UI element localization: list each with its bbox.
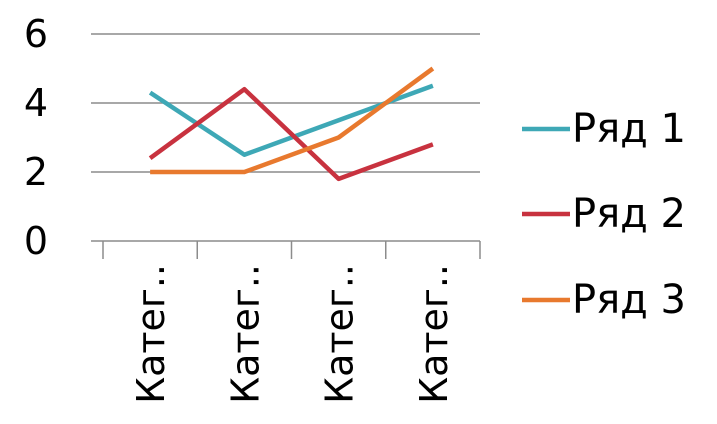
legend-label: Ряд 1 — [572, 106, 686, 152]
x-category-label: Катег.. — [129, 264, 173, 404]
x-axis-category-labels: Катег.. Катег.. Катег.. Катег.. — [129, 264, 456, 404]
series-line-2 — [148, 86, 434, 182]
x-axis — [91, 240, 481, 259]
x-category-label: Катег.. — [223, 264, 267, 404]
y-axis-tick-labels: 0 2 4 6 — [24, 12, 48, 263]
series-line-3 — [150, 66, 435, 175]
x-category-label: Катег.. — [318, 264, 362, 404]
y-tick-label: 0 — [24, 219, 48, 263]
gridlines — [91, 33, 480, 173]
legend-label: Ряд 3 — [572, 277, 686, 323]
y-tick-label: 2 — [24, 150, 48, 194]
y-tick-label: 4 — [24, 81, 48, 125]
series-lines — [148, 66, 435, 182]
series-line-1 — [148, 83, 434, 157]
legend: Ряд 1 Ряд 2 Ряд 3 — [522, 106, 686, 323]
legend-label: Ряд 2 — [572, 191, 686, 237]
x-category-label: Катег.. — [412, 264, 456, 404]
y-tick-label: 6 — [24, 12, 48, 56]
